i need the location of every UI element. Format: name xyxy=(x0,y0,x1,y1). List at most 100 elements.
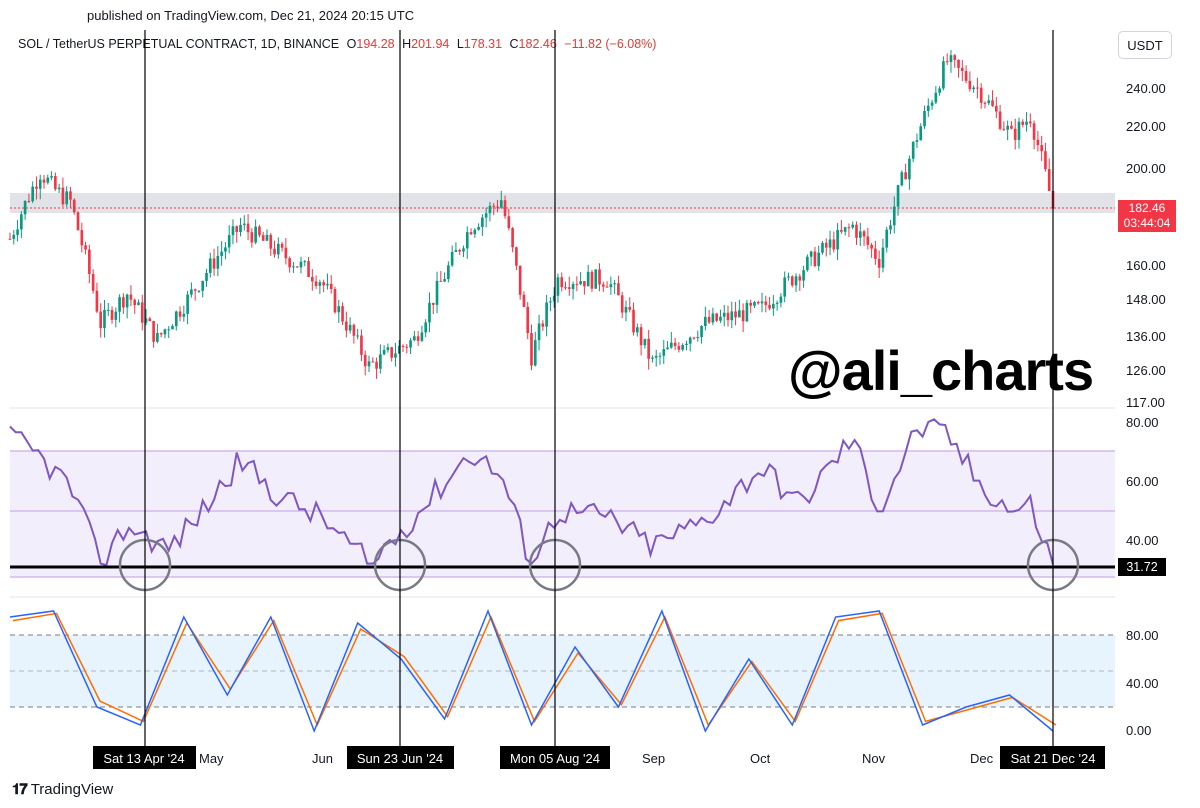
candle-body xyxy=(533,340,537,366)
candle-body xyxy=(651,357,654,359)
candle-body xyxy=(363,354,367,367)
candle-body xyxy=(367,361,371,367)
last-price-label: 182.46 03:44:04 xyxy=(1118,200,1176,232)
candle-body xyxy=(144,318,148,323)
currency-unit-button[interactable]: USDT xyxy=(1118,31,1172,59)
candle-body xyxy=(182,313,186,317)
symbol-legend: SOL / TetherUS PERPETUAL CONTRACT, 1D, B… xyxy=(18,37,656,51)
candle-body xyxy=(503,200,507,217)
candle-body xyxy=(261,235,265,241)
candle-body xyxy=(435,280,439,305)
candle-body xyxy=(1044,151,1047,170)
candle-body xyxy=(874,248,877,259)
candle-body xyxy=(669,342,673,348)
rsi-tick-80: 80.00 xyxy=(1126,415,1159,430)
candle-body xyxy=(911,141,915,159)
candle-body xyxy=(382,349,386,355)
candle-body xyxy=(152,321,155,342)
price-tick-220: 220.00 xyxy=(1126,119,1166,134)
candle-body xyxy=(284,247,288,259)
candle-body xyxy=(639,327,643,346)
rsi-value-label: 31.72 xyxy=(1118,558,1166,576)
candle-body xyxy=(492,205,496,207)
candle-body xyxy=(375,361,378,369)
candle-body xyxy=(95,290,99,312)
candle-body xyxy=(654,355,658,358)
candle-body xyxy=(526,306,530,334)
candle-body xyxy=(847,227,851,229)
candle-body xyxy=(685,343,688,346)
candle-body xyxy=(318,282,322,286)
candle-body xyxy=(957,59,960,68)
footer-brand[interactable]: 𝟏𝟕 TradingView xyxy=(12,781,113,798)
candle-body xyxy=(103,310,106,329)
candle-body xyxy=(197,290,201,292)
candle-body xyxy=(556,277,560,296)
candle-body xyxy=(647,338,650,359)
candle-body xyxy=(122,297,125,308)
candle-body xyxy=(469,232,473,235)
candle-body xyxy=(881,247,885,268)
candle-body xyxy=(20,214,23,230)
candle-body xyxy=(8,238,12,240)
symbol-name[interactable]: SOL / TetherUS PERPETUAL CONTRACT, 1D, B… xyxy=(18,37,340,51)
candle-body xyxy=(722,312,726,317)
candle-body xyxy=(960,67,964,72)
candle-body xyxy=(57,187,61,190)
candle-body xyxy=(537,323,541,341)
candle-body xyxy=(704,316,707,327)
candle-body xyxy=(681,345,684,350)
candle-body xyxy=(915,140,919,142)
candle-body xyxy=(594,269,598,289)
stoch-k-line xyxy=(9,608,1054,734)
candle-body xyxy=(110,309,114,320)
candle-body xyxy=(760,301,764,304)
candle-body xyxy=(269,234,273,249)
candle-body xyxy=(987,100,991,104)
candle-body xyxy=(42,179,46,183)
candle-body xyxy=(129,294,133,300)
candle-body xyxy=(405,346,409,348)
candle-body xyxy=(930,102,934,106)
price-tick-136: 136.00 xyxy=(1126,329,1166,344)
candle-body xyxy=(870,244,873,249)
candle-body xyxy=(541,323,545,327)
candle-body xyxy=(488,205,492,214)
rsi-tick-60: 60.00 xyxy=(1126,474,1159,489)
candle-body xyxy=(900,172,904,186)
candle-body xyxy=(326,283,329,286)
candle-body xyxy=(61,187,65,205)
footer-brand-text: TradingView xyxy=(30,781,114,798)
candle-body xyxy=(507,216,511,229)
candle-body xyxy=(976,87,979,89)
candle-body xyxy=(945,61,949,63)
candle-body xyxy=(140,302,144,323)
candle-body xyxy=(379,354,382,369)
candle-body xyxy=(806,256,809,271)
candle-body xyxy=(413,336,416,341)
candle-body xyxy=(299,261,303,268)
candle-body xyxy=(386,347,390,350)
candle-body xyxy=(628,306,632,310)
candle-body xyxy=(518,265,522,295)
candle-body xyxy=(738,310,741,318)
candle-body xyxy=(798,276,802,281)
candle-body xyxy=(620,295,624,313)
candle-body xyxy=(69,191,72,200)
candle-body xyxy=(809,251,813,257)
candle-body xyxy=(579,281,582,285)
candle-body xyxy=(190,289,193,295)
candle-body xyxy=(186,294,189,314)
candle-body xyxy=(567,287,571,289)
candle-body xyxy=(745,302,749,322)
candle-body xyxy=(896,185,900,207)
date-label-jun-bg xyxy=(347,746,454,769)
candle-body xyxy=(802,270,805,281)
candle-body xyxy=(768,304,771,309)
candle-body xyxy=(481,217,484,227)
candle-body xyxy=(431,302,435,305)
candle-body xyxy=(821,242,824,253)
candle-body xyxy=(692,337,696,339)
candle-body xyxy=(352,324,356,336)
